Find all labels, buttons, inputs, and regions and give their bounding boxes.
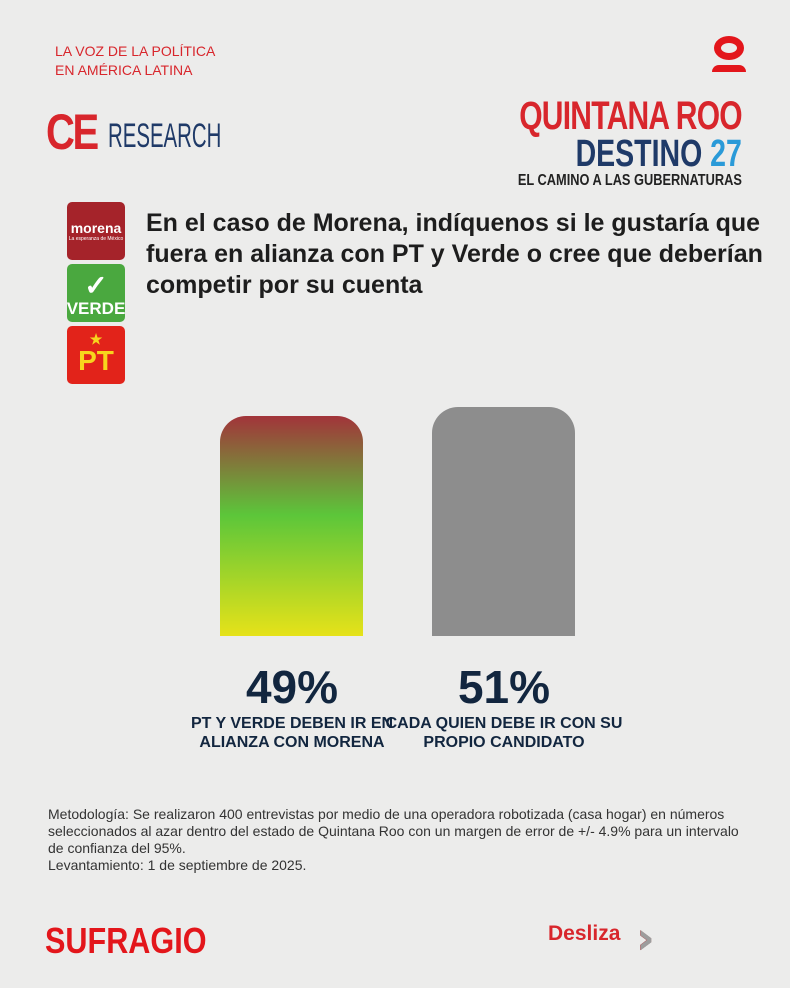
bar-separate (432, 406, 575, 636)
value-label-alliance: 49% (245, 661, 339, 713)
series-title-line2: DESTINO 27 (519, 133, 742, 175)
logo-research: RESEARCH (108, 117, 222, 155)
pt-name: PT (78, 345, 114, 376)
value-label-separate: 51% (457, 661, 551, 713)
sufragio-logo: SUFRAGIO (45, 920, 207, 961)
destino: DESTINO (575, 133, 703, 175)
verde-logo: ✓ VERDE (67, 264, 125, 322)
morena-logo: morena La esperanza de México (67, 202, 125, 260)
bar-alliance (220, 415, 363, 636)
category-label-separate: CADA QUIEN DEBE IR CON SU PROPIO CANDIDA… (385, 715, 623, 751)
question: En el caso de Morena, indíquenos si le g… (146, 209, 763, 299)
star-icon: ★ (89, 331, 103, 347)
swipe-label[interactable]: Desliza (548, 922, 621, 945)
series-title-line1: QUINTANA ROO (519, 94, 742, 138)
methodology: Metodología: Se realizaron 400 entrevist… (48, 806, 748, 874)
swipe-chevrons-icon[interactable]: ››››› (636, 913, 655, 964)
logo-ce: CE (46, 104, 99, 160)
tagline-line-2: EN AMÉRICA LATINA (55, 62, 193, 78)
series-subtitle: EL CAMINO A LAS GUBERNATURAS (518, 172, 742, 189)
verde-name: VERDE (66, 299, 126, 318)
fieldwork-date: Levantamiento: 1 de septiembre de 2025. (48, 857, 307, 873)
sufragio-o-logo-icon (712, 36, 746, 78)
series-title: QUINTANA ROO DESTINO 27 EL CAMINO A LAS … (445, 94, 743, 190)
destino-year: 27 (710, 133, 742, 175)
morena-name: morena (70, 220, 122, 236)
morena-subtitle: La esperanza de México (68, 236, 124, 242)
ce-research-logo: CE RESEARCH (46, 104, 297, 160)
category-label-alliance: PT Y VERDE DEBEN IR EN ALIANZA CON MOREN… (190, 715, 394, 751)
tagline: LA VOZ DE LA POLÍTICA EN AMÉRICA LATINA (55, 42, 215, 80)
methodology-text: Metodología: Se realizaron 400 entrevist… (48, 806, 739, 856)
pt-logo: ★ PT (67, 326, 125, 384)
verde-check-icon: ✓ (84, 270, 108, 301)
tagline-line-1: LA VOZ DE LA POLÍTICA (55, 43, 216, 59)
